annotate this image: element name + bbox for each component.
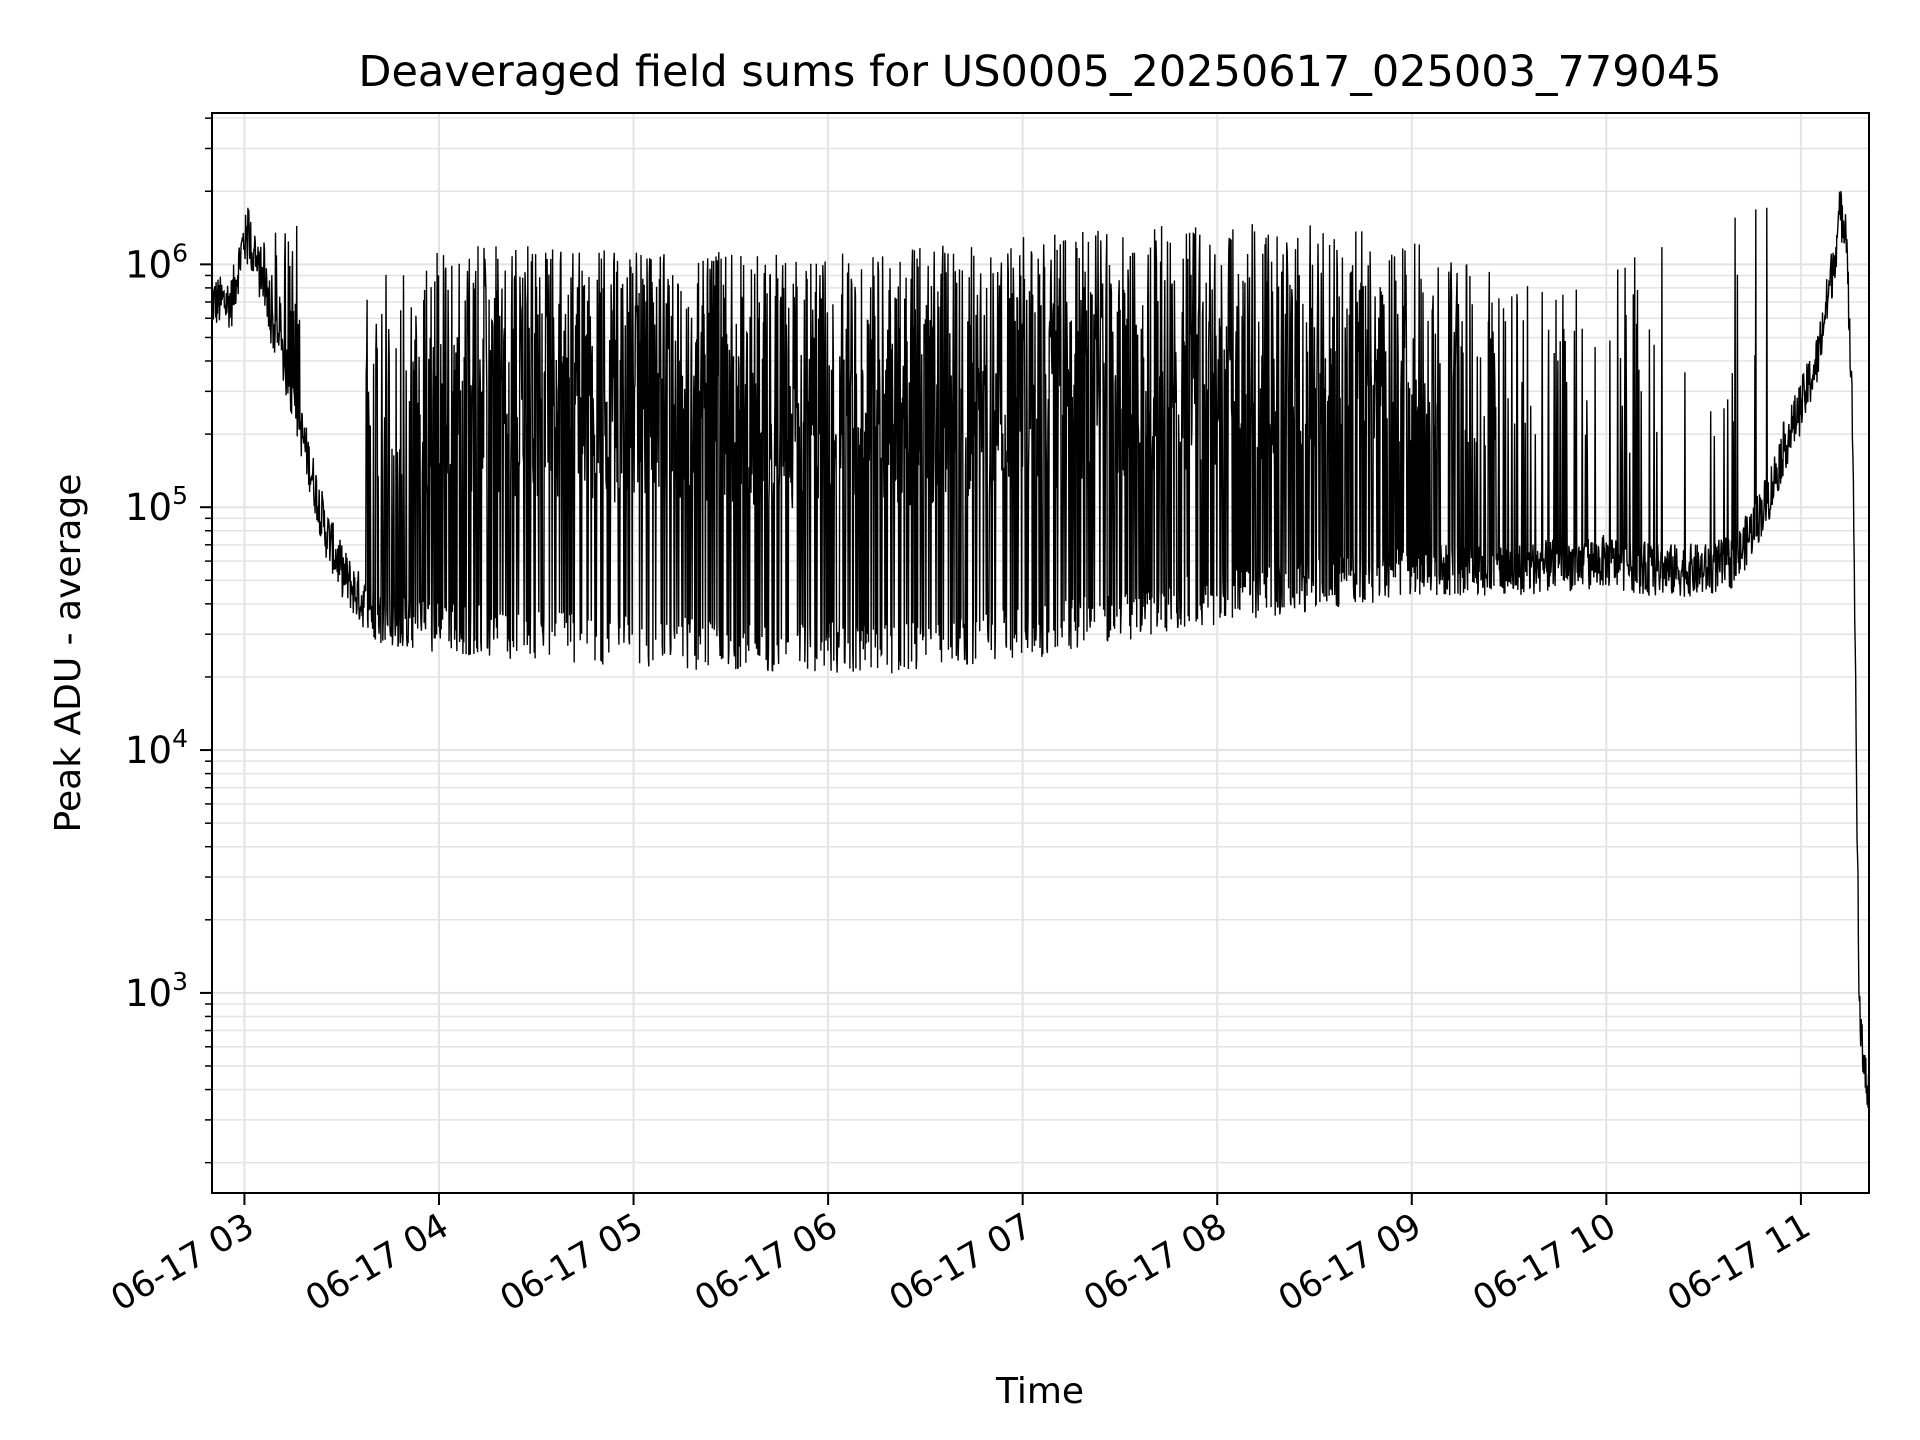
y-tick-label: 103 [125, 967, 188, 1015]
y-tick-label: 104 [125, 724, 188, 772]
y-tick-label: 106 [125, 238, 188, 286]
gridlines [212, 113, 1869, 1193]
y-axis-label: Peak ADU - average [48, 474, 89, 833]
series-line [212, 190, 1869, 1108]
plot-area [212, 190, 1869, 1108]
x-axis-label: Time [995, 1371, 1084, 1412]
plot-frame [211, 112, 1870, 1194]
y-tick-label: 105 [125, 481, 188, 529]
chart-title: Deaveraged field sums for US0005_2025061… [358, 47, 1721, 97]
y-axis: 103 104 105 106 [125, 117, 212, 1164]
